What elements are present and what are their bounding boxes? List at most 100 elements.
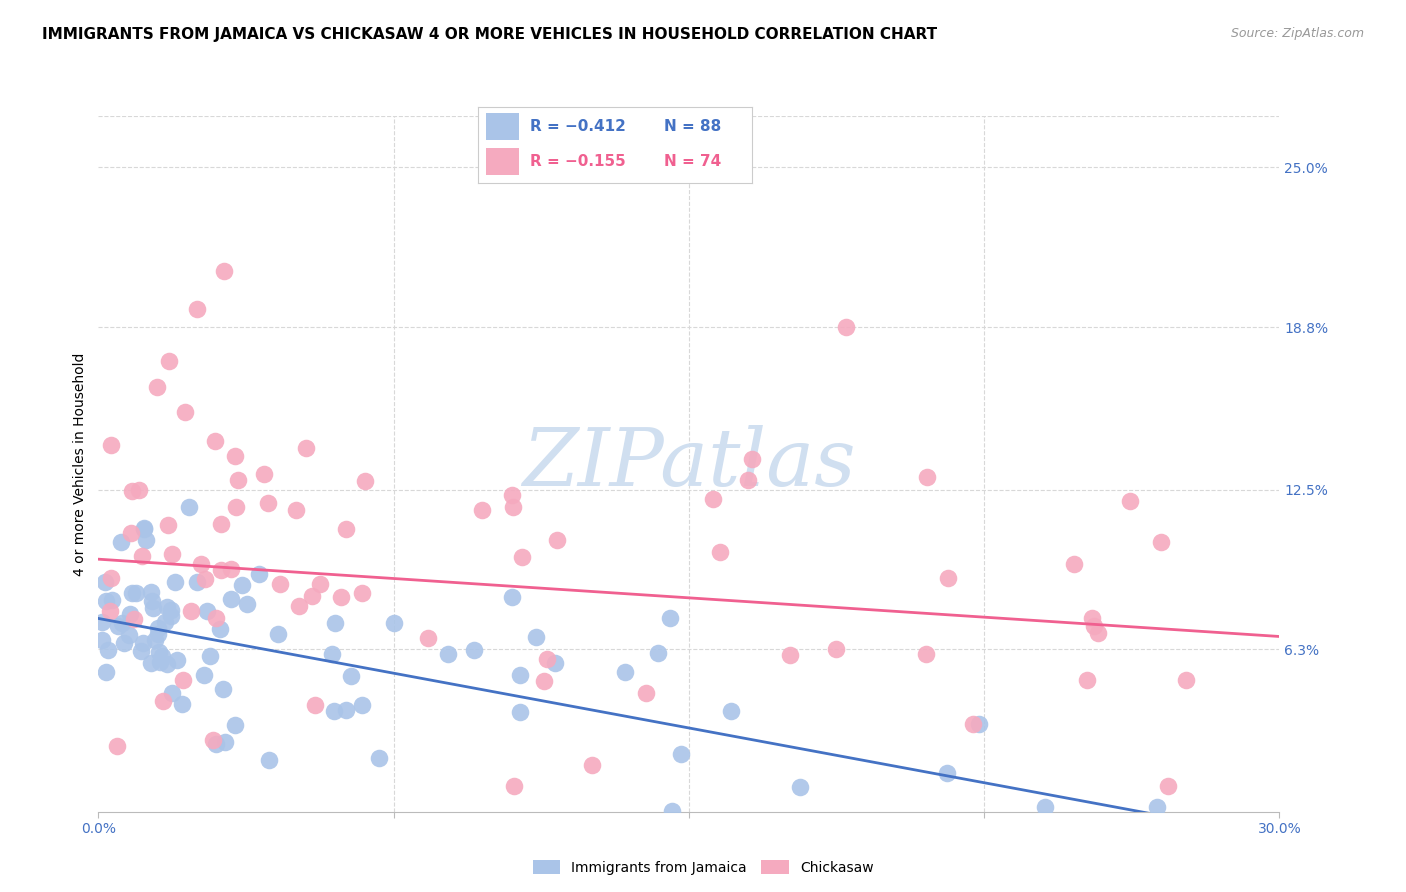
Y-axis label: 4 or more Vehicles in Household: 4 or more Vehicles in Household [73, 352, 87, 575]
Point [524, 630, 547, 644]
Point [709, 544, 731, 558]
Point [835, 320, 858, 334]
Point [110, 534, 132, 549]
Point [97, 642, 120, 657]
Point [146, 621, 169, 635]
Point [166, 652, 188, 666]
Point [915, 470, 938, 484]
Point [172, 697, 194, 711]
Point [132, 521, 155, 535]
Point [148, 645, 170, 659]
Point [194, 572, 217, 586]
Point [152, 693, 174, 707]
Point [190, 557, 212, 571]
Point [988, 830, 1011, 844]
Point [1087, 626, 1109, 640]
Point [354, 475, 377, 489]
Point [98, 604, 121, 618]
Point [266, 627, 288, 641]
Point [671, 747, 693, 762]
Point [1040, 856, 1063, 871]
Point [94, 665, 117, 680]
Point [877, 832, 900, 847]
Point [209, 517, 232, 532]
Point [702, 491, 724, 506]
Point [1119, 494, 1142, 508]
Point [146, 626, 169, 640]
Point [257, 753, 280, 767]
Point [156, 600, 179, 615]
Point [509, 667, 531, 681]
Point [160, 608, 183, 623]
Point [111, 616, 134, 631]
Point [967, 717, 990, 731]
Point [141, 593, 163, 607]
Point [350, 586, 373, 600]
Point [121, 483, 143, 498]
Point [186, 302, 208, 317]
Point [200, 648, 222, 663]
Point [295, 441, 318, 455]
Point [124, 586, 146, 600]
Point [935, 766, 957, 780]
Point [105, 739, 128, 754]
Point [1063, 557, 1085, 571]
Point [437, 648, 460, 662]
Point [1033, 800, 1056, 814]
Point [288, 599, 311, 614]
FancyBboxPatch shape [486, 148, 519, 175]
Point [309, 577, 332, 591]
Text: R = −0.412: R = −0.412 [530, 120, 626, 135]
Point [226, 473, 249, 487]
Point [720, 704, 742, 718]
Point [209, 622, 232, 636]
Point [120, 607, 142, 621]
Point [135, 533, 157, 548]
Legend: Immigrants from Jamaica, Chickasaw: Immigrants from Jamaica, Chickasaw [527, 855, 879, 880]
Text: N = 88: N = 88 [665, 120, 721, 135]
Point [503, 779, 526, 793]
Point [1154, 837, 1177, 851]
Point [779, 648, 801, 662]
Text: Source: ZipAtlas.com: Source: ZipAtlas.com [1230, 27, 1364, 40]
Point [212, 682, 235, 697]
Point [661, 804, 683, 818]
Point [204, 611, 226, 625]
Point [368, 751, 391, 765]
Point [543, 656, 565, 670]
Text: ZIPatlas: ZIPatlas [522, 425, 856, 502]
Point [1081, 611, 1104, 625]
Point [224, 449, 246, 463]
Point [143, 632, 166, 647]
Point [202, 732, 225, 747]
Point [107, 619, 129, 633]
Point [112, 635, 135, 649]
Point [546, 533, 568, 548]
Point [236, 597, 259, 611]
Point [340, 669, 363, 683]
Point [209, 563, 232, 577]
Point [501, 590, 523, 604]
Point [146, 379, 169, 393]
Point [96, 594, 118, 608]
Point [683, 822, 706, 837]
Point [789, 780, 811, 795]
Point [172, 673, 194, 687]
Point [256, 496, 278, 510]
Point [204, 737, 226, 751]
Point [94, 574, 117, 589]
Point [253, 467, 276, 482]
Point [150, 649, 173, 664]
Point [509, 705, 531, 719]
Point [323, 704, 346, 718]
Text: N = 74: N = 74 [665, 154, 721, 169]
Point [101, 592, 124, 607]
Point [247, 567, 270, 582]
Point [214, 263, 236, 277]
Point [193, 667, 215, 681]
Point [938, 571, 960, 585]
Point [323, 616, 346, 631]
Point [1076, 673, 1098, 687]
Point [382, 616, 405, 631]
Text: R = −0.155: R = −0.155 [530, 154, 626, 169]
